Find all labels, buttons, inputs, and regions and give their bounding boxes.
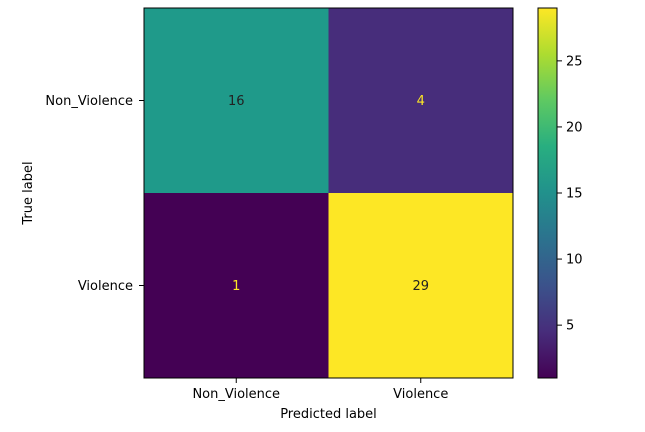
colorbar-tick-label: 5 [566, 319, 574, 334]
cell-value-labels: 16 4 1 29 [228, 94, 429, 294]
matrix-cell-0-0 [144, 8, 329, 193]
matrix-cell-0-1 [328, 8, 513, 193]
colorbar-tick-label: 15 [566, 187, 583, 202]
x-axis-ticks: Non_Violence Violence [192, 378, 448, 402]
cell-value-0-1: 4 [417, 94, 425, 109]
colorbar: 5 10 15 20 25 [537, 7, 583, 379]
matrix-frame [143, 7, 514, 379]
y-axis-ticks: Non_Violence Violence [45, 94, 144, 294]
cell-value-0-0: 16 [228, 94, 245, 109]
colorbar-tick-label: 10 [566, 253, 583, 268]
matrix-cells [144, 8, 513, 378]
y-axis-label: True label [21, 161, 36, 225]
cell-value-1-1: 29 [412, 279, 429, 294]
y-tick-label: Violence [78, 279, 133, 294]
cell-value-1-0: 1 [232, 279, 240, 294]
y-tick-label: Non_Violence [45, 94, 133, 109]
matrix-cell-1-0 [144, 193, 329, 378]
x-axis-label: Predicted label [280, 407, 377, 422]
colorbar-tick-label: 25 [566, 54, 583, 69]
colorbar-gradient [537, 7, 558, 379]
matrix-cell-1-1 [328, 193, 513, 378]
x-tick-label: Violence [393, 387, 448, 402]
colorbar-ticks: 5 10 15 20 25 [557, 54, 583, 334]
x-tick-label: Non_Violence [192, 387, 280, 402]
colorbar-tick-label: 20 [566, 120, 583, 135]
